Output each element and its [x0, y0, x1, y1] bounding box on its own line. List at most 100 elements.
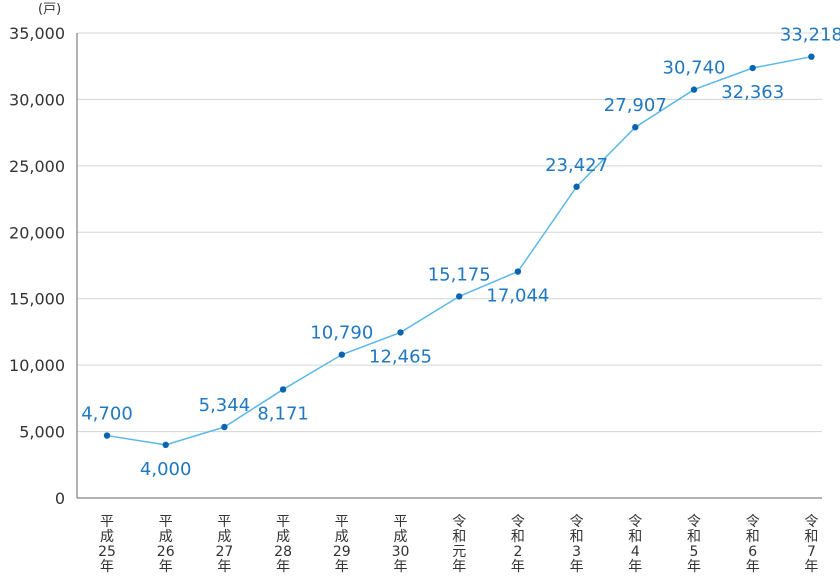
data-point — [103, 432, 111, 439]
x-tick-label-part: 成 — [159, 529, 173, 545]
x-tick-label-part: 平 — [394, 514, 408, 530]
x-tick-label: 平成 30 年 — [392, 514, 410, 575]
x-tick-label: 令和 3 年 — [570, 514, 584, 575]
y-tick-labels: 0 5,000 10,000 15,000 20,000 25,000 30,000 35,0… — [9, 24, 65, 508]
x-tick-label-part: 29 — [333, 544, 351, 560]
data-label: 4,000 — [140, 459, 192, 480]
x-tick-label-part: 年 — [394, 559, 408, 575]
x-tick-label-part: 年 — [276, 559, 290, 575]
data-point — [338, 351, 345, 358]
x-tick-label-part: 成 — [335, 529, 349, 545]
x-tick-label: 令和 5 年 — [687, 514, 701, 575]
x-tick-label-part: 成 — [100, 529, 114, 545]
data-point — [162, 441, 169, 449]
x-tick-label-part: 平 — [217, 514, 231, 530]
y-tick-label: 30,000 — [9, 90, 65, 109]
data-label: 8,171 — [257, 403, 309, 424]
x-tick-label-part: 和 — [746, 529, 760, 545]
x-tick-label-part: 和 — [804, 529, 818, 545]
x-tick-label-part: 年 — [335, 559, 349, 575]
x-tick-label: 令和 6 年 — [746, 514, 760, 575]
x-tick-label-part: 3 — [572, 544, 581, 560]
data-label: 30,740 — [663, 58, 726, 79]
data-label: 27,907 — [604, 95, 667, 116]
x-tick-label-part: 年 — [570, 559, 584, 575]
y-tick-label: 5,000 — [19, 423, 65, 442]
data-point — [279, 386, 287, 393]
data-label: 12,465 — [369, 346, 432, 367]
y-tick-label: 25,000 — [9, 157, 65, 176]
x-tick-label-part: 2 — [513, 544, 522, 560]
x-tick-label-part: 年 — [746, 559, 760, 575]
data-point — [397, 329, 404, 336]
x-tick-label-part: 年 — [628, 559, 642, 575]
data-label: 10,790 — [310, 323, 373, 344]
x-tick-label-part: 令 — [628, 514, 642, 530]
x-tick-label-part: 平 — [335, 514, 349, 530]
data-point — [690, 86, 698, 93]
x-tick-label: 平成 26 年 — [157, 514, 175, 575]
x-tick-label-part: 年 — [511, 559, 525, 575]
x-tick-label-part: 成 — [276, 529, 290, 545]
data-point — [456, 293, 463, 300]
x-tick-label-part: 和 — [570, 529, 584, 545]
x-tick-label-part: 28 — [274, 544, 292, 560]
data-label: 15,175 — [428, 264, 491, 285]
data-label: 23,427 — [545, 155, 608, 176]
x-tick-label-part: 和 — [628, 529, 642, 545]
x-tick-label-part: 年 — [804, 559, 818, 575]
data-point — [573, 183, 580, 190]
x-tick-label-part: 平 — [276, 514, 290, 530]
y-axis-unit-label: (戸) — [38, 2, 61, 17]
x-tick-label-part: 平 — [159, 514, 173, 530]
series-line-layer — [106, 55, 812, 446]
y-tick-label: 0 — [55, 489, 65, 508]
x-tick-label-part: 令 — [570, 514, 584, 530]
x-tick-label-part: 年 — [100, 559, 114, 575]
data-label: 4,700 — [81, 404, 133, 425]
data-point — [221, 423, 228, 431]
x-tick-label-part: 令 — [511, 514, 525, 530]
data-point — [749, 64, 756, 72]
x-tick-label: 平成 25 年 — [98, 514, 116, 575]
x-tick-label-part: 6 — [748, 544, 757, 560]
x-tick-label-part: 26 — [157, 544, 175, 560]
x-tick-label-part: 年 — [159, 559, 173, 575]
x-tick-label-part: 年 — [452, 559, 466, 575]
x-tick-label-part: 平 — [100, 514, 114, 530]
x-tick-label: 令和 2 年 — [511, 514, 525, 575]
x-tick-label-part: 和 — [511, 529, 525, 545]
x-tick-label: 平成 29 年 — [333, 514, 351, 575]
x-tick-label-part: 令 — [804, 514, 818, 530]
x-tick-label-part: 元 — [452, 544, 466, 560]
data-label: 33,218 — [780, 25, 840, 46]
data-label: 32,363 — [721, 82, 784, 103]
x-tick-label-part: 和 — [687, 529, 701, 545]
data-point — [808, 53, 815, 60]
x-tick-label-part: 令 — [452, 514, 466, 530]
x-tick-label-part: 4 — [631, 544, 640, 560]
data-label: 17,044 — [486, 286, 549, 307]
x-tick-label: 平成 27 年 — [215, 514, 233, 575]
grid-lines — [77, 32, 822, 433]
x-tick-label-part: 令 — [746, 514, 760, 530]
y-tick-label: 35,000 — [9, 24, 65, 43]
y-tick-label: 15,000 — [9, 290, 65, 309]
data-point — [514, 268, 522, 275]
x-tick-label-part: 5 — [690, 544, 699, 560]
x-tick-label-part: 25 — [98, 544, 116, 560]
data-points — [103, 53, 815, 449]
x-tick-label-part: 7 — [807, 544, 816, 560]
data-point — [632, 124, 639, 131]
x-tick-label: 令和元年 — [452, 514, 466, 575]
x-tick-label: 令和 4 年 — [628, 514, 642, 575]
x-tick-label-part: 年 — [687, 559, 701, 575]
x-tick-label-part: 成 — [394, 529, 408, 545]
y-tick-label: 10,000 — [9, 356, 65, 375]
x-tick-label-part: 和 — [452, 529, 466, 545]
data-label: 5,344 — [199, 395, 251, 416]
